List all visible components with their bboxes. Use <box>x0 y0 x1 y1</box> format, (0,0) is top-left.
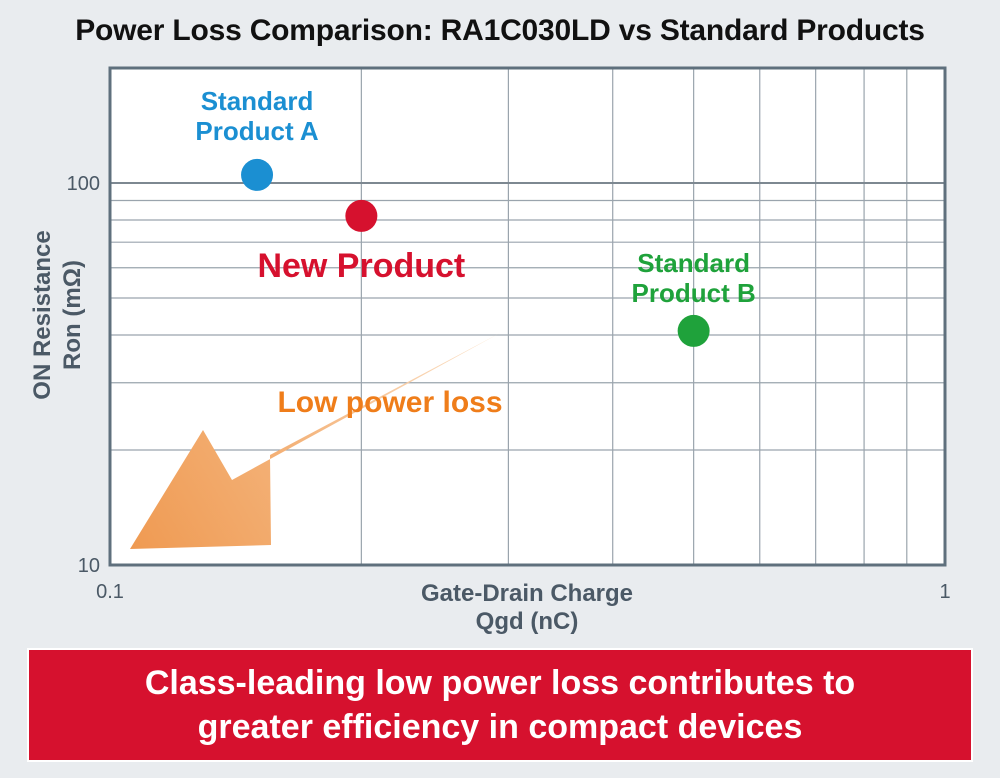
footer-banner: Class-leading low power loss contributes… <box>27 648 973 762</box>
y-axis-title: Ron (mΩ) <box>59 260 86 370</box>
data-label: Product B <box>632 278 756 308</box>
y-axis-title: ON Resistance <box>29 230 56 399</box>
data-label: Standard <box>637 248 750 278</box>
footer-banner-text: Class-leading low power loss contributes… <box>144 664 856 746</box>
chart-title: Power Loss Comparison: RA1C030LD vs Stan… <box>75 14 925 47</box>
x-tick-label: 1 <box>939 581 950 603</box>
x-tick-label: 0.1 <box>96 581 124 603</box>
data-point-standard-product-a <box>241 158 274 191</box>
data-label: Standard <box>201 86 314 116</box>
low-power-loss-label: Low power loss <box>277 386 502 419</box>
data-label: New Product <box>257 247 465 285</box>
data-label: Product A <box>195 116 318 146</box>
x-axis-title: Qgd (nC) <box>476 608 579 635</box>
y-tick-label: 10 <box>78 555 100 577</box>
plot-border <box>108 66 947 567</box>
y-tick-label: 100 <box>67 173 100 195</box>
grid <box>110 67 945 565</box>
data-point-standard-product-b <box>677 314 710 347</box>
x-axis-title: Gate-Drain Charge <box>421 580 633 607</box>
data-point-new-product <box>345 199 378 232</box>
low-power-loss-arrow <box>130 333 500 549</box>
